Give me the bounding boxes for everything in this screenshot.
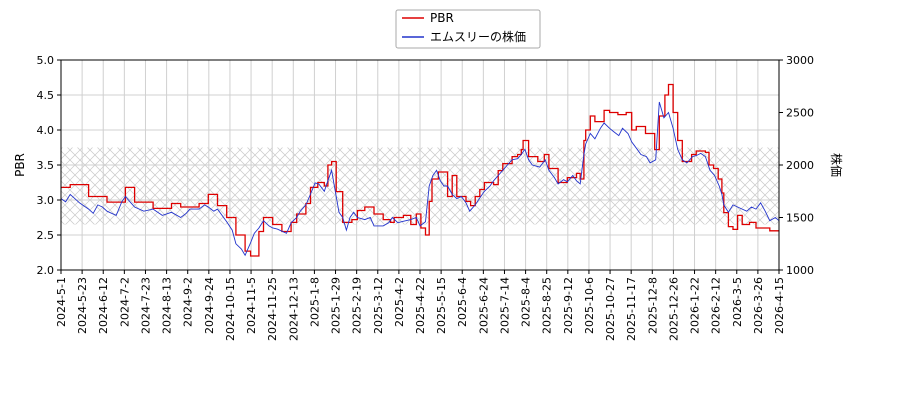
x-tick-label: 2024-12-13 xyxy=(287,277,300,341)
legend-price-label: エムスリーの株価 xyxy=(430,29,526,44)
x-tick-label: 2024-9-2 xyxy=(182,277,195,327)
x-tick-label: 2024-10-15 xyxy=(224,277,237,341)
right-axis-ticks: 1000 1500 2000 2500 3000 xyxy=(779,54,814,277)
legend-box xyxy=(395,9,541,49)
x-tick-label: 2025-12-8 xyxy=(646,277,659,334)
x-tick-label: 2024-5-1 xyxy=(55,277,68,327)
x-tick-label: 2025-1-29 xyxy=(330,277,343,334)
x-tick-label: 2025-1-8 xyxy=(308,277,321,327)
x-tick-label: 2025-10-27 xyxy=(604,277,617,341)
right-tick-label: 2000 xyxy=(786,159,814,172)
x-tick-label: 2025-4-2 xyxy=(393,277,406,327)
right-tick-label: 2500 xyxy=(786,107,814,120)
grid-lines xyxy=(60,59,780,271)
x-tick-label: 2025-6-24 xyxy=(477,277,490,334)
legend: PBR エムスリーの株価 xyxy=(395,9,541,49)
left-axis-label: PBR xyxy=(13,153,27,177)
legend-pbr-label: PBR xyxy=(430,11,454,25)
left-tick-label: 2.5 xyxy=(37,229,55,242)
x-tick-label: 2025-2-19 xyxy=(351,277,364,334)
x-tick-label: 2025-4-22 xyxy=(414,277,427,334)
x-tick-label: 2024-5-23 xyxy=(76,277,89,334)
x-tick-label: 2025-9-12 xyxy=(562,277,575,334)
x-tick-label: 2025-8-25 xyxy=(541,277,554,334)
x-axis-ticks: 2024-5-1 2024-5-23 2024-6-12 2024-7-2 2024-7… xyxy=(55,270,786,341)
x-tick-label: 2025-12-26 xyxy=(667,277,680,341)
pbr-series-line xyxy=(61,83,779,257)
left-tick-label: 4.0 xyxy=(37,124,55,137)
x-tick-label: 2026-3-5 xyxy=(731,277,744,327)
x-tick-label: 2025-6-4 xyxy=(456,277,469,327)
right-tick-label: 1500 xyxy=(786,212,814,225)
x-tick-label: 2024-11-5 xyxy=(245,277,258,334)
x-tick-label: 2025-3-12 xyxy=(372,277,385,334)
x-tick-label: 2025-5-15 xyxy=(435,277,448,334)
x-tick-label: 2024-6-12 xyxy=(97,277,110,334)
x-tick-label: 2025-8-4 xyxy=(520,277,533,327)
x-tick-label: 2026-1-22 xyxy=(689,277,702,334)
x-tick-label: 2026-3-26 xyxy=(752,277,765,334)
x-tick-label: 2025-11-17 xyxy=(625,277,638,341)
x-tick-label: 2024-8-13 xyxy=(161,277,174,334)
x-tick-label: 2024-11-25 xyxy=(266,277,279,341)
x-tick-label: 2024-7-2 xyxy=(118,277,131,327)
x-tick-label: 2026-4-15 xyxy=(773,277,786,334)
x-tick-label: 2024-7-23 xyxy=(139,277,152,334)
series-layer xyxy=(61,83,779,257)
left-tick-label: 5.0 xyxy=(37,54,55,67)
x-tick-label: 2026-2-12 xyxy=(710,277,723,334)
left-tick-label: 2.0 xyxy=(37,264,55,277)
x-tick-label: 2025-7-14 xyxy=(498,277,511,334)
price-series-line xyxy=(61,101,779,257)
right-tick-label: 1000 xyxy=(786,264,814,277)
right-tick-label: 3000 xyxy=(786,54,814,67)
left-tick-label: 3.5 xyxy=(37,159,55,172)
right-axis-label: 株価 xyxy=(829,153,844,177)
left-axis-ticks: 2.0 2.5 3.0 3.5 4.0 4.5 5.0 xyxy=(37,54,61,277)
left-tick-label: 4.5 xyxy=(37,89,55,102)
x-tick-label: 2025-10-6 xyxy=(583,277,596,334)
x-tick-label: 2024-9-24 xyxy=(203,277,216,334)
left-tick-label: 3.0 xyxy=(37,194,55,207)
